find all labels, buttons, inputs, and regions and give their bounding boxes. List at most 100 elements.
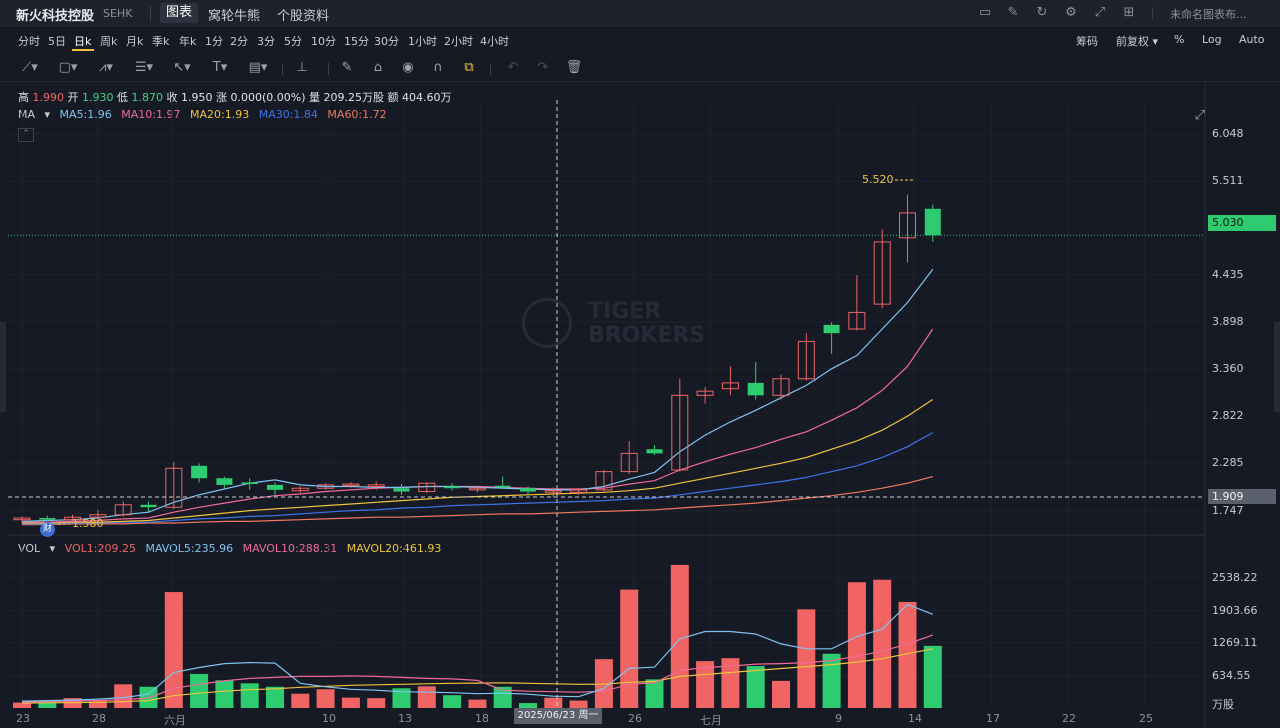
low-marker: 1.580 [72,517,104,530]
change-value: 0.000(0.00%) [230,91,306,104]
volume-bar [215,680,234,708]
text-tool-icon[interactable]: T▾ [212,60,228,75]
divider [328,63,329,75]
period-5[interactable]: 季k [152,35,170,48]
tab-warrants[interactable]: 窝轮牛熊 [208,9,261,24]
line-tool-icon[interactable]: ⟋▾ [22,60,38,75]
ohlc-info: 高 1.990 开 1.930 低 1.870 收 1.950 涨 0.000(… [18,89,452,105]
period-12[interactable]: 15分 [344,35,369,48]
volume-bar [797,609,816,708]
volume-bar [696,661,715,708]
stock-name: 新火科技控股 [16,9,95,24]
refresh-icon[interactable]: ↻ [1036,5,1048,20]
financial-report-badge[interactable]: 财 [40,522,55,537]
period-8[interactable]: 2分 [230,35,248,48]
layout-icon[interactable]: ▭ [978,5,992,20]
lock-icon[interactable]: ⌂ [373,60,383,75]
period-9[interactable]: 3分 [257,35,275,48]
high-label: 高 [18,91,29,104]
settings-icon[interactable]: ⚙ [1065,5,1077,20]
candles [13,194,941,524]
volume-bar [38,701,57,708]
candle-body [444,486,461,489]
price-tick: 2.822 [1212,409,1244,422]
right-panel-handle[interactable] [1274,322,1280,412]
magnet-icon[interactable]: ∩ [433,60,443,75]
candle-body [494,485,511,488]
mavol10-line [21,634,933,703]
collapse-legend-icon[interactable]: ⌃ [18,128,34,142]
active-period-underline [72,49,94,51]
candle-body [418,482,436,493]
period-1[interactable]: 5日 [48,35,66,48]
trash-icon[interactable]: 🗑 [565,60,583,75]
period-0[interactable]: 分时 [18,35,40,48]
rect-tool-icon[interactable]: ▢▾ [58,60,78,75]
period-14[interactable]: 1小时 [408,35,437,48]
period-2[interactable]: 日k [74,35,92,48]
arrow-tool-icon[interactable]: ↖▾ [173,60,191,75]
period-4[interactable]: 月k [126,35,144,48]
candle-body [721,382,739,390]
undo-icon[interactable]: ↶ [507,60,519,75]
mavol10-value: MAVOL10:288.31 [242,542,338,555]
layout-name-dropdown[interactable]: 未命名图表布... [1170,8,1247,21]
vol-indicator-dropdown[interactable]: VOL ▾ [18,542,56,555]
period-15[interactable]: 2小时 [444,35,473,48]
candle-body [747,382,764,396]
layers-icon[interactable]: ⧉ [464,60,474,75]
tab-profile[interactable]: 个股资料 [277,9,330,24]
price-tick: 4.435 [1212,268,1244,281]
price-tick: 3.898 [1212,315,1244,328]
ma5-value: MA5:1.96 [59,108,112,121]
redo-icon[interactable]: ↷ [537,60,549,75]
chips-button[interactable]: 筹码 [1076,35,1098,48]
fullscreen-icon[interactable]: ⤢ [1094,5,1106,20]
candle-body [241,482,258,485]
period-6[interactable]: 年k [179,35,197,48]
label-tool-icon[interactable]: ▤▾ [248,60,268,75]
period-16[interactable]: 4小时 [480,35,509,48]
ma10-value: MA10:1.97 [121,108,181,121]
log-toggle[interactable]: Log [1202,33,1222,46]
candle-body [140,504,157,508]
pattern-tool-icon[interactable]: ⩘▾ [99,60,113,75]
pen-icon[interactable]: ✎ [341,60,353,75]
candle-body [468,487,486,491]
candle-body [317,484,335,489]
period-11[interactable]: 10分 [311,35,336,48]
period-3[interactable]: 周k [100,35,118,48]
ma5-line [21,268,934,522]
watermark-logo-icon [522,298,572,348]
volume-bar [88,701,107,708]
open-label: 开 [67,91,79,104]
left-panel-handle[interactable] [0,322,6,412]
measure-icon[interactable]: ⊥ [296,60,308,75]
grid-icon[interactable]: ⊞ [1123,5,1135,20]
percent-toggle[interactable]: % [1174,33,1185,46]
amount-label: 额 [387,91,399,104]
tab-chart[interactable]: 图表 [160,3,199,23]
candle-body [291,487,309,492]
period-7[interactable]: 1分 [205,35,223,48]
candle-body [342,483,360,487]
close-value: 1.950 [181,91,213,104]
volume-ma-lines [21,603,934,704]
watermark-line1: TIGER [588,299,662,324]
expand-chart-icon[interactable]: ⤢ [1194,108,1206,123]
price-tick: 5.511 [1212,174,1244,187]
period-13[interactable]: 30分 [374,35,399,48]
candle-body [216,478,233,485]
candle-body [873,241,891,305]
fib-tool-icon[interactable]: ☰▾ [134,60,154,75]
ma20-value: MA20:1.93 [189,108,250,121]
auto-toggle[interactable]: Auto [1239,33,1265,46]
eye-icon[interactable]: ◉ [402,60,414,75]
period-10[interactable]: 5分 [284,35,302,48]
volume-tick: 1269.11 [1212,636,1258,649]
date-tick: 22 [1062,712,1076,725]
edit-icon[interactable]: ✎ [1007,5,1019,20]
adjust-dropdown[interactable]: 前复权 ▾ [1116,35,1159,48]
candle-body [267,484,283,490]
